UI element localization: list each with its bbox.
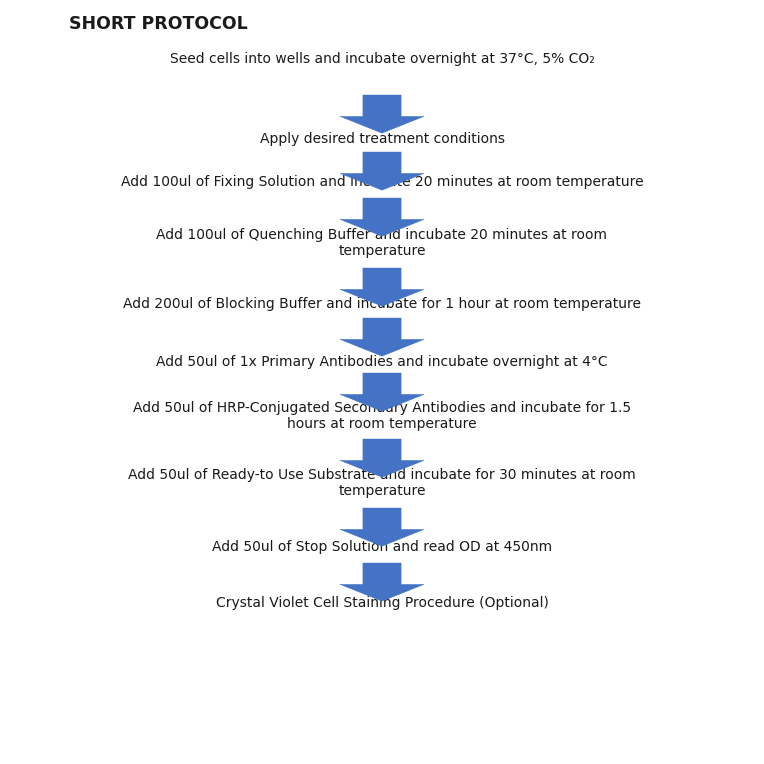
Text: Add 50ul of HRP-Conjugated Secondary Antibodies and incubate for 1.5
hours at ro: Add 50ul of HRP-Conjugated Secondary Ant…	[133, 401, 631, 431]
Polygon shape	[340, 508, 424, 546]
Polygon shape	[340, 373, 424, 411]
Polygon shape	[340, 95, 424, 133]
Polygon shape	[340, 152, 424, 190]
Text: Apply desired treatment conditions: Apply desired treatment conditions	[260, 132, 504, 146]
Text: Add 200ul of Blocking Buffer and incubate for 1 hour at room temperature: Add 200ul of Blocking Buffer and incubat…	[123, 297, 641, 311]
Text: Seed cells into wells and incubate overnight at 37°C, 5% CO₂: Seed cells into wells and incubate overn…	[170, 52, 594, 66]
Polygon shape	[340, 439, 424, 478]
Text: Add 50ul of Ready-to Use Substrate and incubate for 30 minutes at room
temperatu: Add 50ul of Ready-to Use Substrate and i…	[128, 468, 636, 498]
Text: Add 50ul of 1x Primary Antibodies and incubate overnight at 4°C: Add 50ul of 1x Primary Antibodies and in…	[156, 355, 608, 369]
Polygon shape	[340, 318, 424, 356]
Text: Add 100ul of Fixing Solution and incubate 20 minutes at room temperature: Add 100ul of Fixing Solution and incubat…	[121, 175, 643, 189]
Text: SHORT PROTOCOL: SHORT PROTOCOL	[69, 15, 248, 33]
Text: Add 50ul of Stop Solution and read OD at 450nm: Add 50ul of Stop Solution and read OD at…	[212, 540, 552, 554]
Text: Add 100ul of Quenching Buffer and incubate 20 minutes at room
temperature: Add 100ul of Quenching Buffer and incuba…	[157, 228, 607, 258]
Polygon shape	[340, 268, 424, 306]
Polygon shape	[340, 563, 424, 601]
Text: Crystal Violet Cell Staining Procedure (Optional): Crystal Violet Cell Staining Procedure (…	[215, 596, 549, 610]
Polygon shape	[340, 198, 424, 236]
